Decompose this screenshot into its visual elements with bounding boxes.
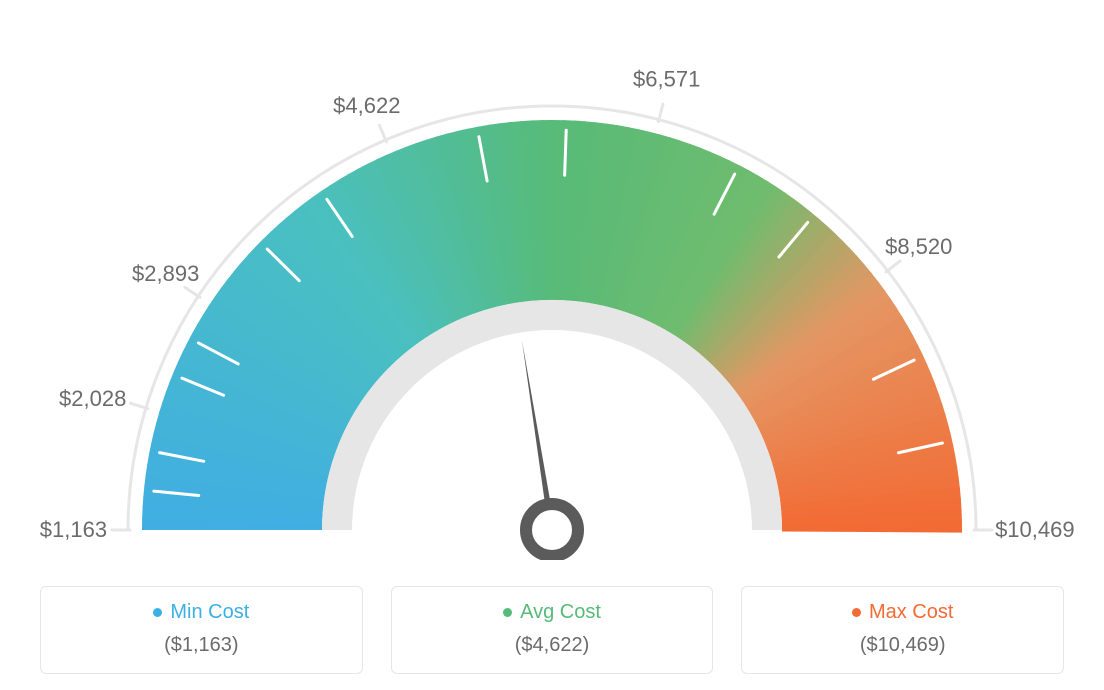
gauge: $1,163 $2,028 $2,893 $4,622 $6,571 $8,520 $10,… (0, 0, 1104, 540)
gauge-tick-label: $6,571 (633, 66, 700, 92)
gauge-tick-label: $1,163 (40, 517, 107, 543)
gauge-tick-label: $10,469 (995, 517, 1075, 543)
legend-title-min-text: Min Cost (170, 601, 249, 624)
legend-card-max: Max Cost ($10,469) (741, 586, 1064, 674)
legend-title-avg-text: Avg Cost (520, 601, 601, 624)
legend-dot-avg (503, 608, 512, 617)
gauge-tick-label: $4,622 (333, 93, 400, 119)
legend-title-max-text: Max Cost (869, 601, 953, 624)
gauge-chart-container: $1,163 $2,028 $2,893 $4,622 $6,571 $8,520 $10,… (0, 0, 1104, 690)
legend-dot-max (852, 608, 861, 617)
gauge-tick-label: $8,520 (885, 234, 952, 260)
gauge-tick-label: $2,893 (132, 261, 199, 287)
legend-title-avg: Avg Cost (503, 601, 601, 624)
legend-value-max: ($10,469) (760, 634, 1045, 657)
legend-value-avg: ($4,622) (410, 634, 695, 657)
legend-value-min: ($1,163) (59, 634, 344, 657)
legend-row: Min Cost ($1,163) Avg Cost ($4,622) Max … (0, 586, 1104, 674)
legend-title-max: Max Cost (852, 601, 953, 624)
legend-dot-min (153, 608, 162, 617)
gauge-tick-label: $2,028 (59, 386, 126, 412)
legend-title-min: Min Cost (153, 601, 249, 624)
legend-card-min: Min Cost ($1,163) (40, 586, 363, 674)
legend-card-avg: Avg Cost ($4,622) (391, 586, 714, 674)
